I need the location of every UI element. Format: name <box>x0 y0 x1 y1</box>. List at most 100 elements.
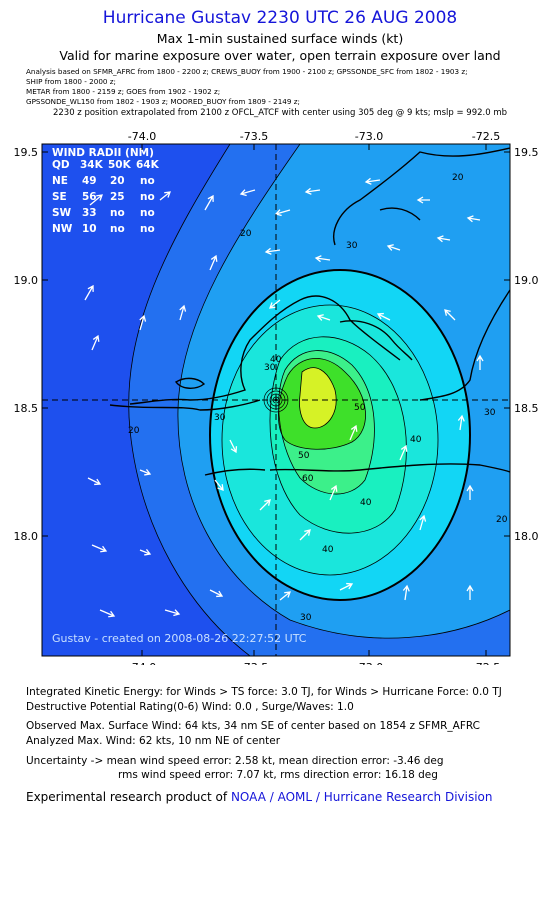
latitude-label-right: 19.0 <box>514 274 539 287</box>
wind-radii-value: no <box>140 175 155 187</box>
wind-arrow-icon <box>179 304 187 321</box>
wind-radii-value: no <box>140 207 155 219</box>
axis-ticks <box>42 144 510 656</box>
longitude-label-top: -72.5 <box>472 130 500 143</box>
longitude-label-bottom: -72.5 <box>472 661 500 665</box>
wind-arrow-icon <box>316 314 331 321</box>
wind-band-64kt <box>299 367 337 428</box>
longitude-label-top: -73.0 <box>355 130 383 143</box>
wind-arrow-icon <box>259 499 271 511</box>
wind-radii-value: no <box>110 207 125 219</box>
wind-contour-field: 20 30 40 50 60 20 30 40 30 20 30 40 50 4… <box>42 144 510 656</box>
wind-arrow-icon <box>84 284 94 301</box>
wind-radii-header: 34K <box>80 159 104 171</box>
wind-radii-value: 25 <box>110 191 125 203</box>
wind-radii-value: 10 <box>82 223 97 235</box>
page-subtitle: Max 1-min sustained surface winds (kt) <box>156 31 404 46</box>
wind-radii-header: 50K <box>108 159 132 171</box>
analysis-sources: Analysis based on SFMR_AFRC from 1800 - … <box>26 67 546 107</box>
wind-arrow-icon <box>239 189 256 197</box>
contour-label: 20 <box>240 229 252 239</box>
34kt-wind-radius-outline <box>209 269 471 601</box>
contour-label: 30 <box>484 408 496 418</box>
contour-label: 30 <box>264 363 276 373</box>
latitude-label-left: 19.0 <box>14 274 39 287</box>
longitude-label-bottom: -73.0 <box>355 661 383 665</box>
wind-arrow-icon <box>204 194 214 211</box>
wind-arrow-icon <box>364 177 381 185</box>
contour-label: 60 <box>302 474 314 484</box>
uncertainty-mean: Uncertainty -> mean wind speed error: 2.… <box>26 755 444 767</box>
wind-radii-header: QD <box>52 159 70 171</box>
wind-arrow-icon <box>159 191 171 201</box>
credit-prefix: Experimental research product of <box>26 790 228 804</box>
observed-max-wind: Observed Max. Surface Wind: 64 kts, 34 n… <box>26 720 481 732</box>
wind-arrow-icon <box>264 247 281 255</box>
analysis-line: Analysis based on SFMR_AFRC from 1800 - … <box>26 67 468 76</box>
wind-vectors <box>84 177 484 618</box>
ike-summary: Integrated Kinetic Energy: for Winds > T… <box>26 686 502 698</box>
wind-radii-value: no <box>140 191 155 203</box>
wind-radii-quadrant: SW <box>52 207 72 219</box>
wind-arrow-icon <box>299 529 311 541</box>
wind-arrow-icon <box>229 439 238 454</box>
longitude-label-bottom: -74.0 <box>128 661 156 665</box>
wind-arrow-icon <box>466 584 474 600</box>
wind-arrow-icon <box>476 354 484 370</box>
wind-radii-table: WIND RADII (NM) QD 34K 50K 64K NE 49 20 … <box>52 147 160 235</box>
map-frame <box>41 143 511 657</box>
wind-arrow-icon <box>209 589 224 598</box>
map-credit: Gustav - created on 2008-08-26 22:27:52 … <box>52 632 307 645</box>
wind-radii-value: 56 <box>82 191 97 203</box>
contour-label: 30 <box>300 613 312 623</box>
wind-arrow-icon <box>349 424 358 441</box>
wind-arrow-icon <box>314 255 331 263</box>
validity-note: Valid for marine exposure over water, op… <box>59 48 501 63</box>
wind-radii-value: 49 <box>82 175 97 187</box>
contour-label: 40 <box>360 498 372 508</box>
credit-organization-link[interactable]: NOAA / AOML / Hurricane Research Divisio… <box>230 790 493 804</box>
wind-radii-value: 33 <box>82 207 97 219</box>
wind-arrow-icon <box>466 215 481 223</box>
wind-arrow-icon <box>436 235 451 243</box>
contour-label: 20 <box>452 173 464 183</box>
contour-label: 40 <box>410 435 422 445</box>
wind-arrow-icon <box>87 477 102 486</box>
wind-arrow-icon <box>329 484 338 501</box>
wind-arrow-icon <box>444 309 456 321</box>
wind-arrow-icon <box>139 314 147 331</box>
wind-radii-quadrant: NE <box>52 175 68 187</box>
contour-label: 30 <box>214 413 226 423</box>
destructive-potential: Destructive Potential Rating(0-6) Wind: … <box>26 701 354 713</box>
wind-field-map: 20 30 40 50 60 20 30 40 30 20 30 40 50 4… <box>14 130 539 665</box>
wind-radii-quadrant: SE <box>52 191 67 203</box>
latitude-label-right: 18.0 <box>514 530 539 543</box>
contour-label: 20 <box>496 515 508 525</box>
wind-arrow-icon <box>416 196 430 204</box>
wind-arrow-icon <box>339 582 354 591</box>
contour-label: 40 <box>322 545 334 555</box>
wind-radii-title: WIND RADII (NM) <box>52 147 154 159</box>
contour-label: 50 <box>354 403 366 413</box>
wind-arrow-icon <box>402 584 410 601</box>
wind-arrow-icon <box>419 514 427 531</box>
wind-arrow-icon <box>139 468 152 476</box>
analysis-line: GPSSONDE_WL150 from 1802 - 1903 z; MOORE… <box>26 97 300 106</box>
wind-radii-header: 64K <box>136 159 160 171</box>
analysis-line: METAR from 1800 - 2159 z; GOES from 1902… <box>26 87 221 96</box>
wind-arrow-icon <box>164 609 181 617</box>
latitude-label-left: 18.0 <box>14 530 39 543</box>
wind-radii-value: no <box>140 223 155 235</box>
wind-arrow-icon <box>214 479 224 491</box>
wind-arrow-icon <box>399 444 408 461</box>
contour-label: 50 <box>298 451 310 461</box>
wind-arrow-icon <box>279 591 291 601</box>
wind-arrow-icon <box>91 334 100 351</box>
wind-arrow-icon <box>269 299 281 309</box>
uncertainty-rms: rms wind speed error: 7.07 kt, rms direc… <box>118 769 438 781</box>
wind-arrow-icon <box>139 548 152 556</box>
latitude-label-left: 18.5 <box>14 402 39 415</box>
analysis-line: SHIP from 1800 - 2000 z; <box>26 77 116 86</box>
longitude-label-top: -74.0 <box>128 130 156 143</box>
wind-arrow-icon <box>304 187 321 195</box>
